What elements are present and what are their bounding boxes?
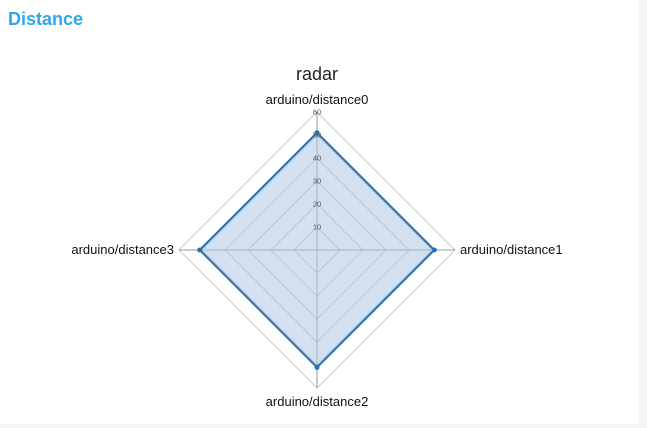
tick-label-10: 10 <box>313 223 321 232</box>
data-point-2 <box>314 364 320 370</box>
tick-label-20: 20 <box>313 200 321 209</box>
tick-label-40: 40 <box>313 154 321 163</box>
panel-title: Distance <box>8 9 84 29</box>
tick-label-50: 50 <box>313 131 321 140</box>
axis-label-distance3: arduino/distance3 <box>71 242 174 257</box>
data-point-3 <box>197 247 203 253</box>
axis-label-distance2: arduino/distance2 <box>266 394 369 409</box>
chart-title: radar <box>296 64 338 84</box>
data-point-0 <box>314 130 320 136</box>
tick-label-30: 30 <box>313 177 321 186</box>
data-point-1 <box>431 247 437 253</box>
series-area <box>198 131 436 369</box>
tick-label-60: 60 <box>313 108 321 117</box>
axis-label-distance1: arduino/distance1 <box>460 242 563 257</box>
radar-series-layer <box>197 130 437 370</box>
axis-label-distance0: arduino/distance0 <box>266 92 369 107</box>
